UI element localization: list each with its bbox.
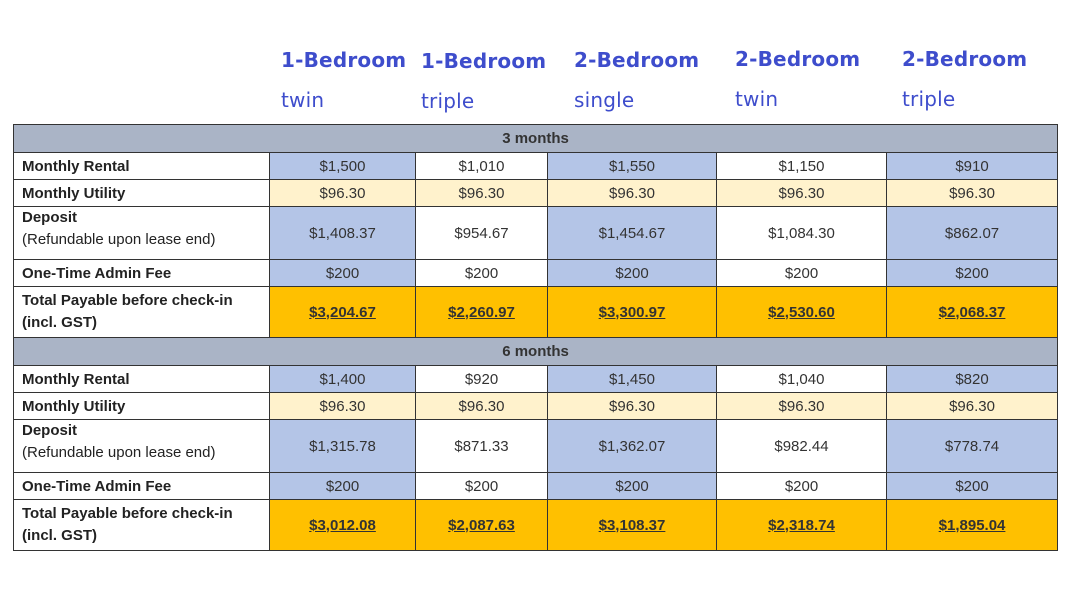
table-cell: $200: [415, 472, 548, 500]
row-label: Monthly Rental: [13, 152, 270, 180]
pricing-table: 3 months Monthly Rental $1,500 $1,010 $1…: [12, 124, 1059, 551]
table-row-admin-fee: One-Time Admin Fee $200 $200 $200 $200 $…: [13, 259, 1059, 287]
table-cell: $982.44: [716, 419, 887, 473]
table-cell: $200: [716, 259, 887, 287]
total-cell: $2,260.97: [415, 286, 548, 338]
row-label: Monthly Utility: [13, 179, 270, 207]
table-cell: $862.07: [885, 206, 1059, 260]
total-cell: $3,300.97: [547, 286, 717, 338]
column-header-line2: single: [574, 88, 635, 112]
total-cell: $2,530.60: [716, 286, 887, 338]
table-cell: $1,454.67: [547, 206, 717, 260]
deposit-note: (Refundable upon lease end): [22, 231, 216, 248]
table-row-total: Total Payable before check-in (incl. GST…: [13, 499, 1059, 551]
row-label: Deposit (Refundable upon lease end): [13, 206, 270, 260]
table-cell: $820: [885, 365, 1059, 393]
table-cell: $200: [885, 472, 1059, 500]
table-row-admin-fee: One-Time Admin Fee $200 $200 $200 $200 $…: [13, 472, 1059, 500]
table-cell: $920: [415, 365, 548, 393]
column-header-line2: twin: [735, 87, 779, 111]
period-title: 3 months: [12, 124, 1059, 153]
table-cell: $200: [716, 472, 887, 500]
table-cell: $1,550: [547, 152, 717, 180]
table-cell: $1,010: [415, 152, 548, 180]
column-header-line1: 2-Bedroom: [574, 48, 700, 72]
table-cell: $96.30: [547, 392, 717, 420]
table-cell: $200: [269, 472, 416, 500]
column-header-line1: 2-Bedroom: [735, 47, 861, 71]
column-header-line2: twin: [281, 88, 325, 112]
table-cell: $96.30: [415, 179, 548, 207]
table-cell: $96.30: [269, 392, 416, 420]
row-label: One-Time Admin Fee: [13, 259, 270, 287]
table-cell: $1,400: [269, 365, 416, 393]
total-label-line2: (incl. GST): [22, 527, 97, 544]
table-cell: $96.30: [716, 392, 887, 420]
row-label: One-Time Admin Fee: [13, 472, 270, 500]
table-cell: $200: [547, 472, 717, 500]
table-row-monthly-utility: Monthly Utility $96.30 $96.30 $96.30 $96…: [13, 392, 1059, 420]
table-cell: $954.67: [415, 206, 548, 260]
total-cell: $3,012.08: [269, 499, 416, 551]
table-cell: $200: [269, 259, 416, 287]
row-label: Monthly Utility: [13, 392, 270, 420]
table-row-monthly-utility: Monthly Utility $96.30 $96.30 $96.30 $96…: [13, 179, 1059, 207]
total-label-line1: Total Payable before check-in: [22, 292, 233, 309]
table-row-deposit: Deposit (Refundable upon lease end) $1,3…: [13, 419, 1059, 473]
table-cell: $1,084.30: [716, 206, 887, 260]
period-header-row: 6 months: [12, 337, 1059, 366]
total-cell: $2,068.37: [885, 286, 1059, 338]
period-title: 6 months: [12, 337, 1059, 366]
total-cell: $2,087.63: [415, 499, 548, 551]
total-label-line2: (incl. GST): [22, 314, 97, 331]
table-row-monthly-rental: Monthly Rental $1,500 $1,010 $1,550 $1,1…: [13, 152, 1059, 180]
period-header-row: 3 months: [12, 124, 1059, 153]
table-cell: $200: [415, 259, 548, 287]
table-cell: $96.30: [269, 179, 416, 207]
table-cell: $96.30: [415, 392, 548, 420]
deposit-note: (Refundable upon lease end): [22, 444, 216, 461]
total-cell: $3,108.37: [547, 499, 717, 551]
table-cell: $96.30: [885, 179, 1059, 207]
table-cell: $1,450: [547, 365, 717, 393]
table-cell: $96.30: [885, 392, 1059, 420]
deposit-label: Deposit: [22, 422, 78, 439]
table-cell: $910: [885, 152, 1059, 180]
table-cell: $778.74: [885, 419, 1059, 473]
table-cell: $96.30: [547, 179, 717, 207]
table-row-total: Total Payable before check-in (incl. GST…: [13, 286, 1059, 338]
row-label: Monthly Rental: [13, 365, 270, 393]
table-cell: $1,040: [716, 365, 887, 393]
column-header-line1: 2-Bedroom: [902, 47, 1028, 71]
table-cell: $1,150: [716, 152, 887, 180]
table-cell: $1,408.37: [269, 206, 416, 260]
column-header-line1: 1-Bedroom: [281, 48, 407, 72]
deposit-label: Deposit: [22, 209, 78, 226]
total-cell: $1,895.04: [885, 499, 1059, 551]
column-header-line2: triple: [902, 87, 956, 111]
table-cell: $96.30: [716, 179, 887, 207]
total-label-line1: Total Payable before check-in: [22, 505, 233, 522]
column-header-line1: 1-Bedroom: [421, 49, 547, 73]
row-label: Total Payable before check-in (incl. GST…: [13, 286, 270, 338]
table-cell: $200: [547, 259, 717, 287]
table-cell: $871.33: [415, 419, 548, 473]
table-row-monthly-rental: Monthly Rental $1,400 $920 $1,450 $1,040…: [13, 365, 1059, 393]
table-cell: $1,315.78: [269, 419, 416, 473]
column-header-line2: triple: [421, 89, 475, 113]
total-cell: $3,204.67: [269, 286, 416, 338]
table-row-deposit: Deposit (Refundable upon lease end) $1,4…: [13, 206, 1059, 260]
table-cell: $200: [885, 259, 1059, 287]
row-label: Deposit (Refundable upon lease end): [13, 419, 270, 473]
row-label: Total Payable before check-in (incl. GST…: [13, 499, 270, 551]
table-cell: $1,500: [269, 152, 416, 180]
total-cell: $2,318.74: [716, 499, 887, 551]
table-cell: $1,362.07: [547, 419, 717, 473]
